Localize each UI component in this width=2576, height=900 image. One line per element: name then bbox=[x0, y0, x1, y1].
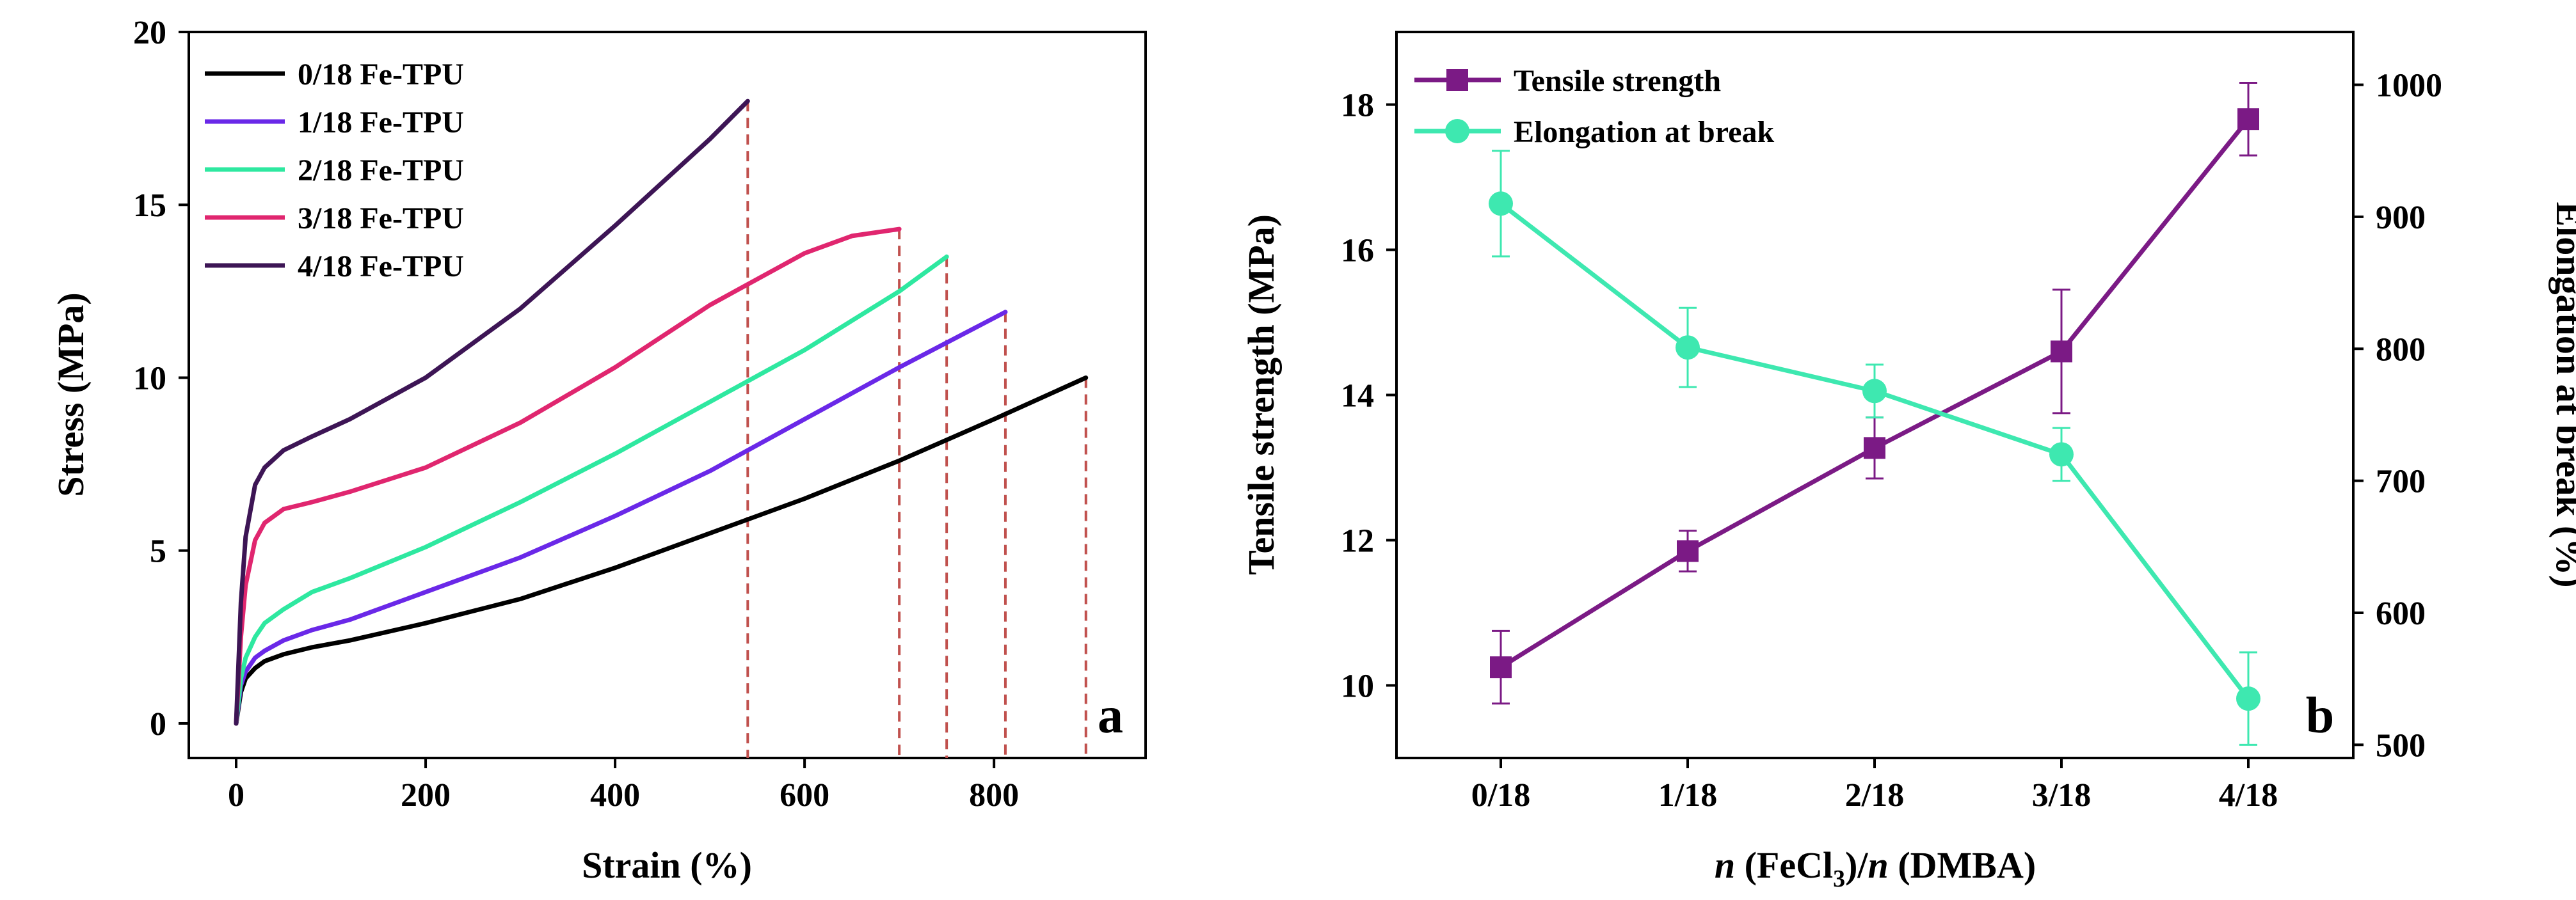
legend-marker bbox=[1446, 69, 1468, 91]
panel-a-y-axis-title: Stress (MPa) bbox=[50, 292, 92, 496]
legend-marker bbox=[1445, 119, 1469, 143]
x-title-n2: n bbox=[1868, 844, 1889, 886]
x-tick-label: 200 bbox=[401, 777, 451, 814]
panel-b-letter: b bbox=[2306, 688, 2335, 744]
panel-b-y2-axis-title: Elongation at break (%) bbox=[2548, 201, 2576, 587]
series-line bbox=[234, 99, 750, 726]
legend-label: 4/18 Fe-TPU bbox=[298, 249, 464, 283]
y-tick-label: 12 bbox=[1341, 523, 1374, 560]
x-tick-label: 800 bbox=[969, 777, 1019, 814]
data-point-square bbox=[1490, 656, 1512, 679]
panel-a-x-axis-title: Strain (%) bbox=[582, 844, 752, 886]
series-line bbox=[234, 254, 949, 726]
x-tick-label: 0 bbox=[228, 777, 244, 814]
x-tick-label: 1/18 bbox=[1658, 777, 1717, 814]
panel-a-series-group bbox=[234, 99, 1089, 758]
y-tick-label: 16 bbox=[1341, 233, 1374, 269]
x-tick-label: 400 bbox=[590, 777, 640, 814]
legend-label: 0/18 Fe-TPU bbox=[298, 58, 464, 91]
x-tick-label: 2/18 bbox=[1845, 777, 1904, 814]
data-point-square bbox=[1864, 437, 1885, 459]
y2-tick-label: 700 bbox=[2376, 464, 2426, 500]
data-point-circle bbox=[1676, 335, 1700, 360]
series-line bbox=[234, 375, 1089, 726]
y-tick-label: 15 bbox=[133, 187, 166, 224]
x-tick-label: 4/18 bbox=[2219, 777, 2278, 814]
y2-tick-label: 500 bbox=[2376, 727, 2426, 764]
x-title-subscript: 3 bbox=[1833, 865, 1845, 892]
data-point-circle bbox=[2049, 442, 2074, 467]
panel-a-legend: 0/18 Fe-TPU 1/18 Fe-TPU 2/18 Fe-TPU 3/18 Fe… bbox=[205, 58, 464, 283]
x-title-slash: )/ bbox=[1845, 844, 1868, 886]
x-title-n1: n bbox=[1715, 844, 1735, 886]
panel-b-series-group bbox=[1489, 81, 2260, 746]
panel-b-x-axis-title: n (FeCl3)/n (DMBA) bbox=[1715, 844, 2036, 892]
y-tick-label: 18 bbox=[1341, 88, 1374, 124]
y-tick-label: 14 bbox=[1341, 378, 1374, 414]
legend-label: 1/18 Fe-TPU bbox=[298, 106, 464, 139]
panel-a-axis-ticks: 0 200 400 600 800 0 5 10 15 20 bbox=[133, 15, 1019, 814]
panel-b-chart: 0/18 1/18 2/18 3/18 4/18 10 12 14 16 18 500 600 700 8… bbox=[1240, 31, 2576, 892]
y-tick-label: 5 bbox=[150, 533, 166, 570]
panel-b-axis-ticks: 0/18 1/18 2/18 3/18 4/18 10 12 14 16 18 500 600 700 8… bbox=[1341, 68, 2442, 814]
x-title-fecl: (FeCl bbox=[1735, 844, 1833, 886]
y-tick-label: 10 bbox=[133, 360, 166, 397]
x-tick-label: 0/18 bbox=[1471, 777, 1530, 814]
data-point-circle bbox=[2236, 686, 2260, 711]
series-line bbox=[234, 310, 1008, 726]
x-tick-label: 600 bbox=[780, 777, 829, 814]
y2-tick-label: 600 bbox=[2376, 596, 2426, 632]
data-point-circle bbox=[1862, 379, 1887, 404]
y2-tick-label: 1000 bbox=[2376, 68, 2442, 104]
panel-b-legend: Tensile strength Elongation at break bbox=[1414, 64, 1774, 149]
y-tick-label: 10 bbox=[1341, 668, 1374, 705]
panel-b-y-axis-title: Tensile strength (MPa) bbox=[1240, 214, 1282, 575]
data-point-circle bbox=[1489, 191, 1513, 216]
legend-label: Elongation at break bbox=[1514, 115, 1774, 149]
x-title-dmba: (DMBA) bbox=[1889, 844, 2036, 886]
data-point-square bbox=[2051, 340, 2072, 363]
y2-tick-label: 900 bbox=[2376, 200, 2426, 236]
y-tick-label: 20 bbox=[133, 15, 166, 51]
legend-label: Tensile strength bbox=[1514, 64, 1721, 98]
data-point-square bbox=[1677, 540, 1699, 562]
x-tick-label: 3/18 bbox=[2032, 777, 2091, 814]
legend-label: 3/18 Fe-TPU bbox=[298, 201, 464, 235]
series-line bbox=[234, 226, 902, 726]
y2-tick-label: 800 bbox=[2376, 331, 2426, 368]
panel-a-plot-frame bbox=[188, 31, 1147, 759]
panel-a-letter: a bbox=[1098, 688, 1123, 744]
panel-a-chart: 0 200 400 600 800 0 5 10 15 20 0/18 Fe-TPU 1/18 Fe… bbox=[50, 15, 1147, 886]
legend-label: 2/18 Fe-TPU bbox=[298, 154, 464, 187]
y-tick-label: 0 bbox=[150, 706, 166, 743]
data-point-square bbox=[2237, 108, 2259, 130]
